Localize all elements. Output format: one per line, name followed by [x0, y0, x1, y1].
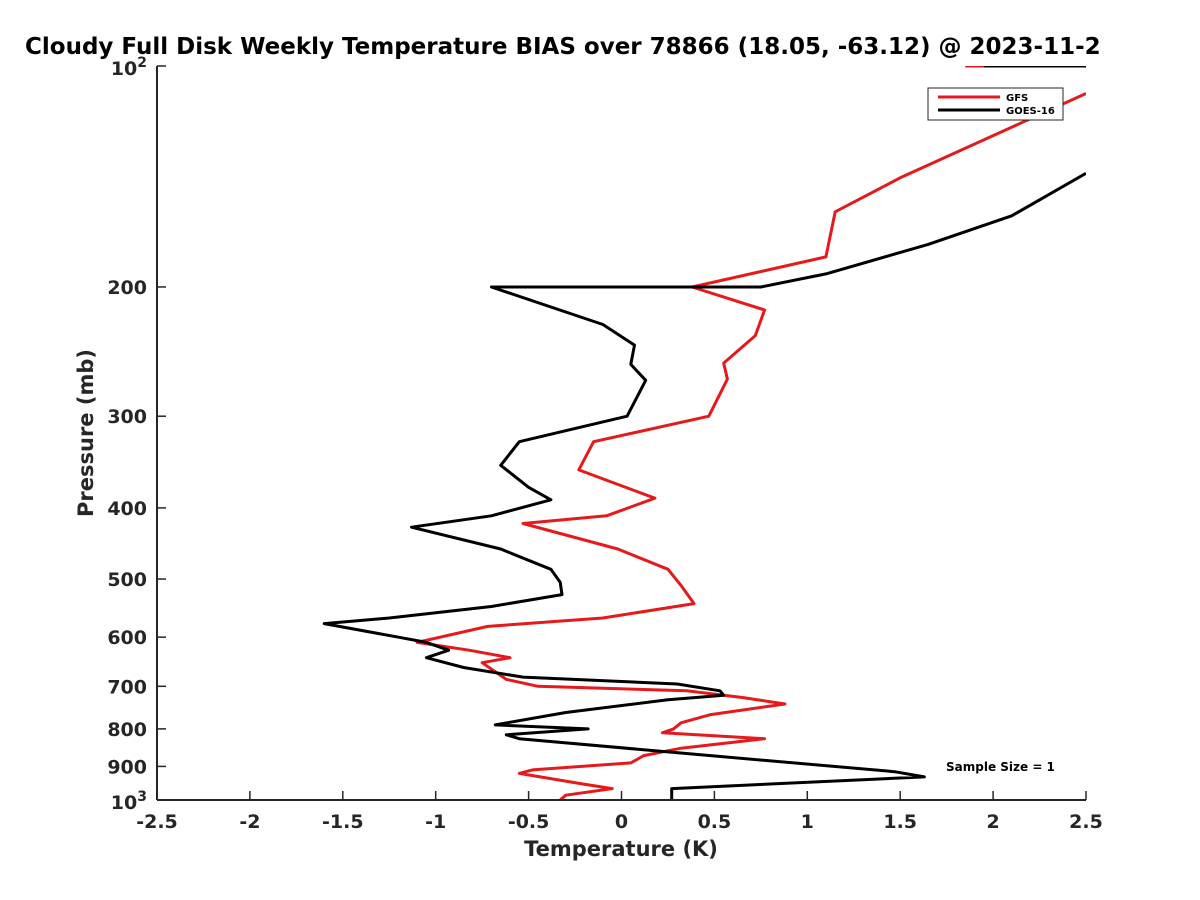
y-tick-label: 900 [107, 756, 147, 778]
chart-title: Cloudy Full Disk Weekly Temperature BIAS… [25, 34, 1101, 60]
sample-size-annotation: Sample Size = 1 [946, 760, 1055, 774]
y-axis-label: Pressure (mb) [74, 349, 98, 517]
x-tick-label: 2.5 [1069, 811, 1103, 833]
x-axis-label: Temperature (K) [524, 837, 718, 861]
legend-box [927, 87, 1064, 121]
y-tick-label: 103 [111, 789, 147, 814]
y-tick-label: 400 [107, 498, 147, 520]
x-tick-label: -1.5 [322, 811, 364, 833]
legend: GFS GOES-16 [927, 87, 1064, 121]
series-line-0 [415, 92, 1086, 800]
y-tick-label: 300 [107, 406, 147, 428]
x-tick-label: 1.5 [883, 811, 917, 833]
y-tick-label: 800 [107, 719, 147, 741]
x-tick-label: 2 [986, 811, 999, 833]
x-tick-label: 1 [801, 811, 814, 833]
x-tick-label: -1 [425, 811, 446, 833]
y-tick-label: 700 [107, 676, 147, 698]
y-ticks: 102 200 300 400 500 600 700 800 900 103 [107, 55, 166, 814]
x-tick-label: -2.5 [136, 811, 178, 833]
series-layer [322, 66, 1086, 800]
x-tick-label: 0 [615, 811, 628, 833]
x-tick-label: -2 [239, 811, 260, 833]
y-tick-label: 102 [111, 55, 147, 80]
x-tick-label: 0.5 [698, 811, 732, 833]
x-ticks: -2.5 -2 -1.5 -1 -0.5 0 0.5 1 1.5 2 2.5 [136, 791, 1103, 833]
y-tick-label: 500 [107, 569, 147, 591]
legend-label-goes16: GOES-16 [1006, 106, 1055, 117]
x-tick-label: -0.5 [508, 811, 550, 833]
legend-label-gfs: GFS [1006, 93, 1028, 104]
series-line-1 [322, 171, 1086, 800]
y-tick-label: 600 [107, 627, 147, 649]
y-tick-label: 200 [107, 277, 147, 299]
